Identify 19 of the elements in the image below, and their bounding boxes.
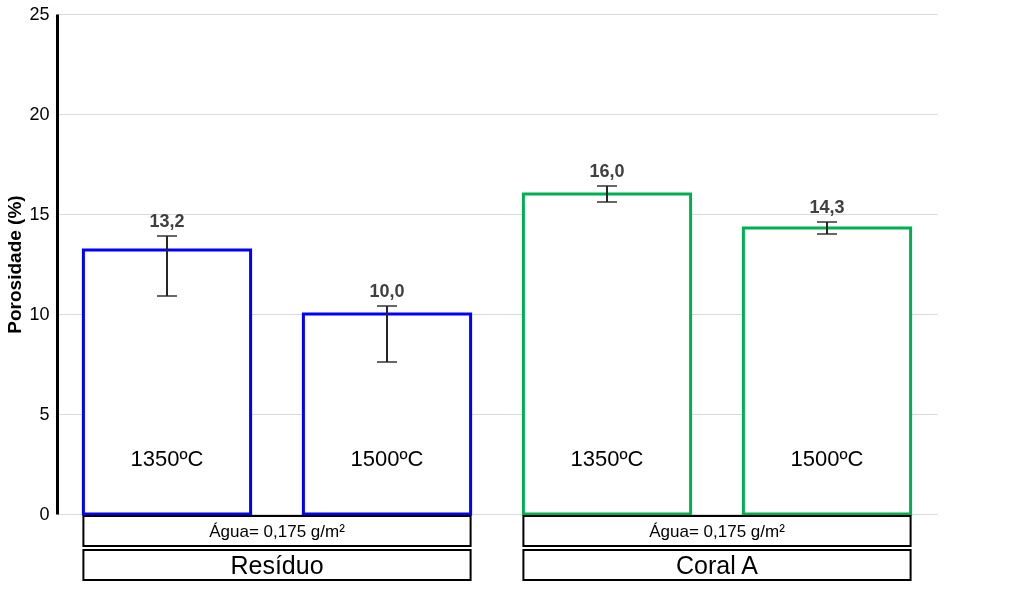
y-tick-label: 0 <box>39 503 50 524</box>
data-label: 14,3 <box>809 197 845 217</box>
data-label: 13,2 <box>149 211 185 231</box>
x-tick-label: 1500ºC <box>350 446 424 471</box>
y-tick-label: 25 <box>29 3 50 24</box>
text: Água= 0,175 g/m² <box>649 522 786 541</box>
y-axis-title: Porosidade (%) <box>4 195 26 334</box>
x-tick-label: 1350ºC <box>130 446 204 471</box>
y-tick-label: 20 <box>29 103 50 124</box>
data-label: 16,0 <box>589 161 625 181</box>
text: Coral A <box>676 551 759 579</box>
text: Água= 0,175 g/m² <box>209 522 346 541</box>
x-tick-label: 1350ºC <box>570 446 644 471</box>
y-tick-label: 5 <box>39 403 50 424</box>
y-tick-label: 15 <box>29 203 50 224</box>
text: Resíduo <box>230 551 324 579</box>
x-tick-label: 1500ºC <box>790 446 864 471</box>
y-tick-label: 10 <box>29 303 50 324</box>
data-label: 10,0 <box>369 281 405 301</box>
